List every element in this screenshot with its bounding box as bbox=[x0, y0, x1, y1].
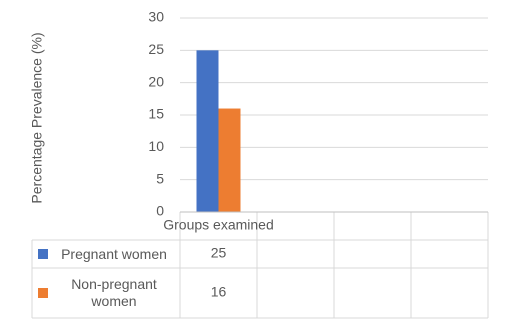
bar bbox=[218, 108, 241, 212]
y-tick-label: 25 bbox=[148, 41, 164, 57]
legend-key bbox=[38, 249, 48, 259]
legend-key bbox=[38, 288, 48, 298]
y-axis-title: Percentage Prevalence (%) bbox=[29, 32, 45, 203]
table-value: 25 bbox=[211, 245, 227, 261]
table-value: 16 bbox=[211, 284, 227, 300]
y-tick-label: 15 bbox=[148, 106, 164, 122]
bar bbox=[196, 50, 219, 213]
y-tick-label: 30 bbox=[148, 9, 164, 25]
y-tick-label: 20 bbox=[148, 73, 164, 89]
legend-label: Non-pregnant women bbox=[71, 276, 157, 309]
legend-label: Pregnant women bbox=[61, 245, 167, 262]
y-tick-label: 0 bbox=[156, 203, 164, 219]
y-tick-label: 5 bbox=[156, 170, 164, 186]
y-tick-label: 10 bbox=[148, 138, 164, 154]
x-tick-label: Groups examined bbox=[163, 217, 274, 233]
